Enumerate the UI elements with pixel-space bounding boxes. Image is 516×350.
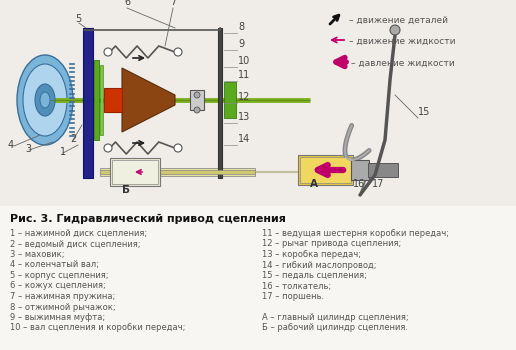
Text: 16 – толкатель;: 16 – толкатель; <box>262 281 331 290</box>
Ellipse shape <box>40 92 50 108</box>
Bar <box>104 88 122 112</box>
Text: Рис. 3. Гидравлический привод сцепления: Рис. 3. Гидравлический привод сцепления <box>10 214 286 224</box>
Text: 11: 11 <box>238 70 250 80</box>
Text: 15: 15 <box>418 107 430 117</box>
Text: 16: 16 <box>353 179 365 189</box>
Text: 4: 4 <box>8 140 14 150</box>
Bar <box>298 155 353 185</box>
Circle shape <box>104 144 112 152</box>
Text: 15 – педаль сцепления;: 15 – педаль сцепления; <box>262 271 367 280</box>
Bar <box>351 160 369 180</box>
Text: А: А <box>310 179 318 189</box>
Text: 17 – поршень.: 17 – поршень. <box>262 292 324 301</box>
Text: 13 – коробка передач;: 13 – коробка передач; <box>262 250 361 259</box>
Bar <box>190 90 204 110</box>
Bar <box>83 28 93 178</box>
Bar <box>94 60 99 140</box>
Bar <box>368 163 398 177</box>
Text: – движение деталей: – движение деталей <box>349 15 448 24</box>
Text: 1 – нажимной диск сцепления;: 1 – нажимной диск сцепления; <box>10 229 147 238</box>
Text: 6: 6 <box>124 0 130 7</box>
Bar <box>100 170 255 174</box>
Text: 8 – отжимной рычажок;: 8 – отжимной рычажок; <box>10 302 116 312</box>
Circle shape <box>174 48 182 56</box>
Text: 7: 7 <box>170 0 176 7</box>
Text: 9: 9 <box>238 39 244 49</box>
Bar <box>300 157 351 183</box>
Text: 8: 8 <box>238 22 244 32</box>
Text: 1: 1 <box>60 147 66 157</box>
Text: 12 – рычаг привода сцепления;: 12 – рычаг привода сцепления; <box>262 239 401 248</box>
Circle shape <box>194 92 200 98</box>
Text: 10: 10 <box>238 56 250 66</box>
Bar <box>0 206 516 350</box>
Bar <box>224 82 236 118</box>
Text: 12: 12 <box>238 92 250 102</box>
Text: 3 – маховик;: 3 – маховик; <box>10 250 64 259</box>
Text: 2 – ведомый диск сцепления;: 2 – ведомый диск сцепления; <box>10 239 140 248</box>
Text: 4 – коленчатый вал;: 4 – коленчатый вал; <box>10 260 99 270</box>
Bar <box>100 168 255 176</box>
Text: 7 – нажимная пружина;: 7 – нажимная пружина; <box>10 292 115 301</box>
Text: 11 – ведущая шестерня коробки передач;: 11 – ведущая шестерня коробки передач; <box>262 229 449 238</box>
Text: – давление жидкости: – давление жидкости <box>351 58 455 68</box>
Text: 9 – выжимная муфта;: 9 – выжимная муфта; <box>10 313 105 322</box>
Text: 17: 17 <box>372 179 384 189</box>
Text: 2: 2 <box>70 134 76 144</box>
Circle shape <box>390 25 400 35</box>
Text: 5 – корпус сцепления;: 5 – корпус сцепления; <box>10 271 108 280</box>
Text: А – главный цилиндр сцепления;: А – главный цилиндр сцепления; <box>262 313 409 322</box>
Ellipse shape <box>23 64 67 136</box>
Text: Б – рабочий цилиндр сцепления.: Б – рабочий цилиндр сцепления. <box>262 323 408 332</box>
Bar <box>110 158 160 186</box>
Circle shape <box>174 144 182 152</box>
Ellipse shape <box>17 55 73 145</box>
Text: 13: 13 <box>238 112 250 122</box>
Bar <box>100 65 103 135</box>
Text: 14 – гибкий маслопровод;: 14 – гибкий маслопровод; <box>262 260 377 270</box>
Text: Б: Б <box>122 185 130 195</box>
Text: 14: 14 <box>238 134 250 144</box>
Circle shape <box>194 107 200 113</box>
Circle shape <box>104 48 112 56</box>
Text: 5: 5 <box>75 14 81 24</box>
Ellipse shape <box>35 84 55 116</box>
Text: 3: 3 <box>25 144 31 154</box>
Bar <box>218 28 222 178</box>
Text: 6 – кожух сцепления;: 6 – кожух сцепления; <box>10 281 106 290</box>
Text: 10 – вал сцепления и коробки передач;: 10 – вал сцепления и коробки передач; <box>10 323 185 332</box>
Text: – движение жидкости: – движение жидкости <box>349 36 456 46</box>
Bar <box>112 160 158 184</box>
Polygon shape <box>122 68 175 132</box>
